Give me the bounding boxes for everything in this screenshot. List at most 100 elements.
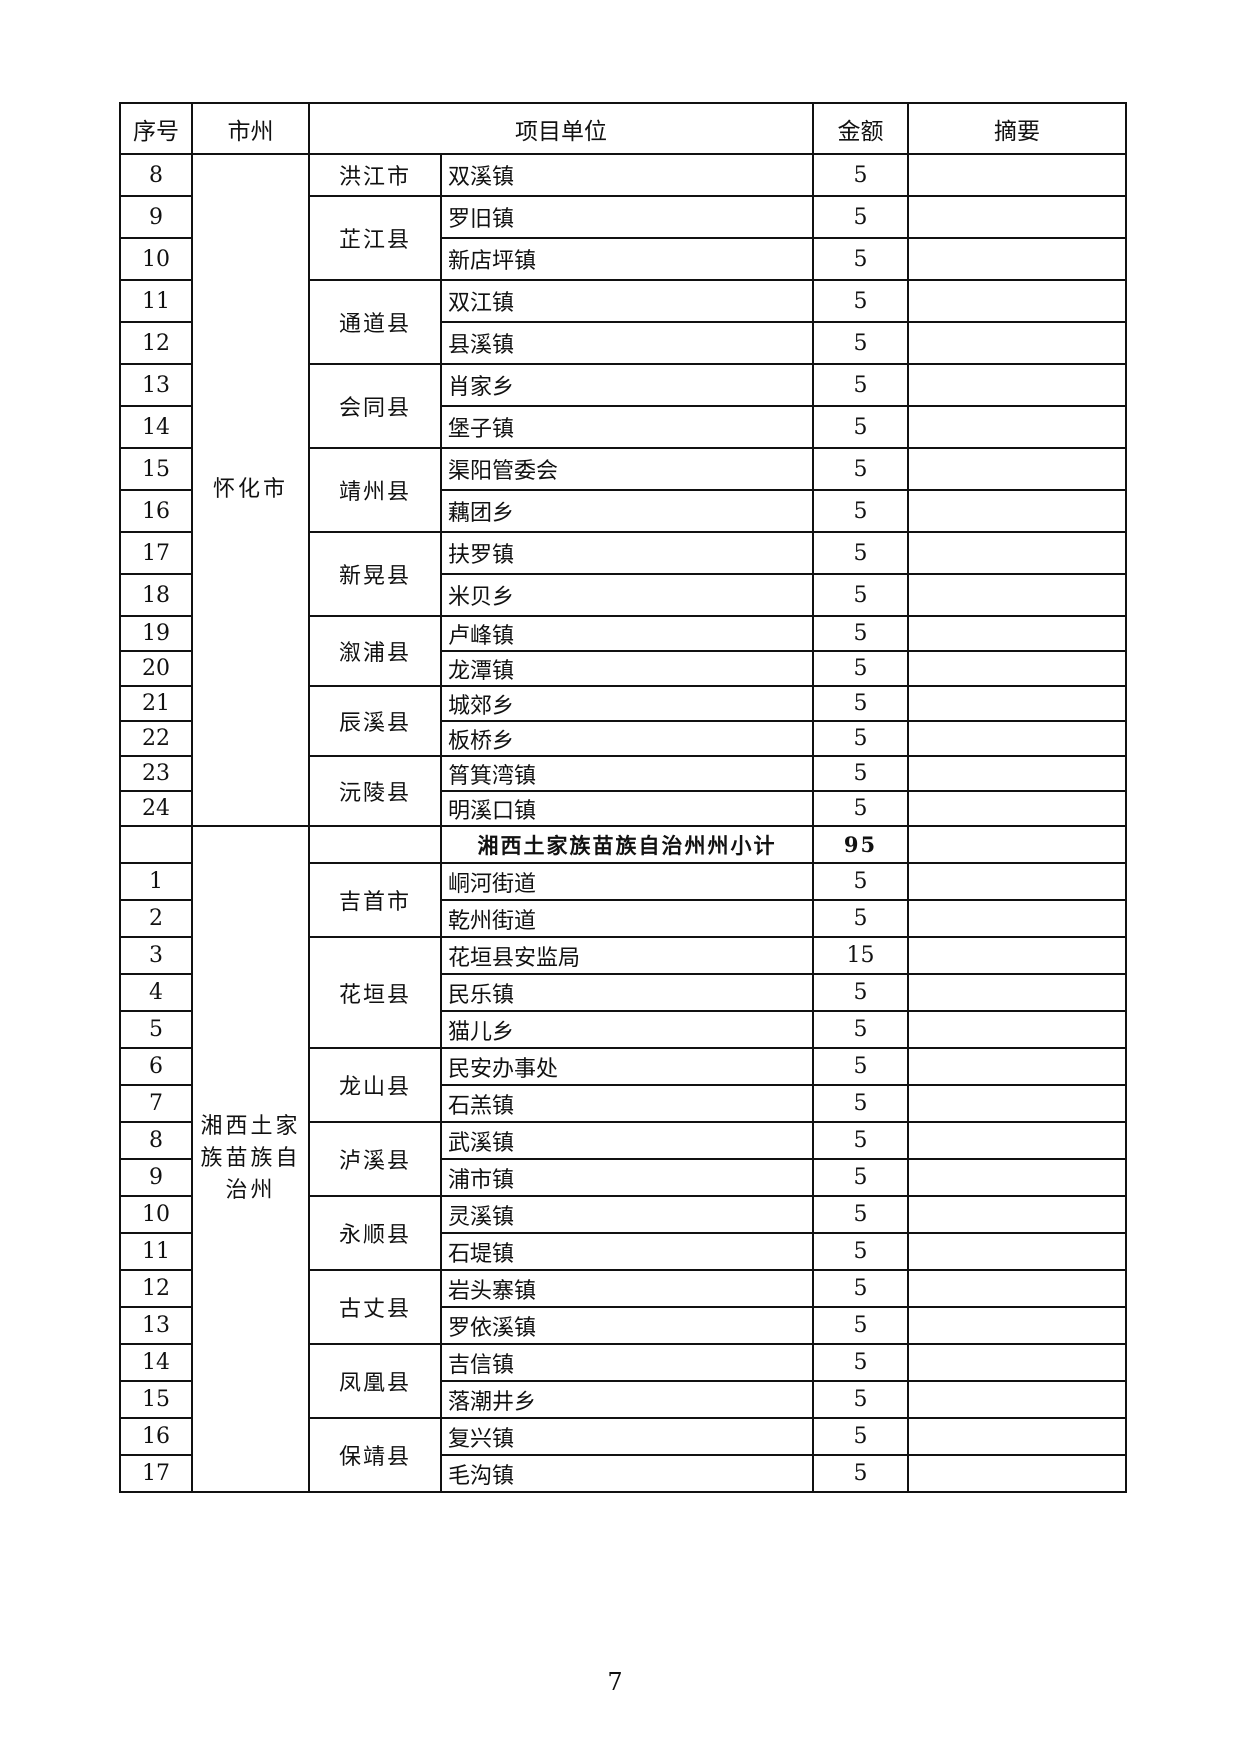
unit-cell: 岩头寨镇 <box>440 1269 814 1308</box>
county-cell: 沅陵县 <box>308 755 442 827</box>
seq-cell: 23 <box>119 755 193 792</box>
table-row: 4 民乐镇 5 <box>119 973 1127 1012</box>
table-row: 8 泸溪县 武溪镇 5 <box>119 1121 1127 1197</box>
seq-cell: 16 <box>119 489 193 533</box>
seq-cell: 22 <box>119 720 193 757</box>
amount-cell: 5 <box>812 279 909 323</box>
remark-cell <box>907 447 1127 491</box>
unit-cell: 扶罗镇 <box>440 531 814 575</box>
seq-cell: 8 <box>119 153 193 197</box>
seq-cell: 18 <box>119 573 193 617</box>
county-cell: 龙山县 <box>308 1047 442 1123</box>
seq-cell: 2 <box>119 899 193 938</box>
remark-cell <box>907 1195 1127 1234</box>
table-row: 17 毛沟镇 5 <box>119 1454 1127 1493</box>
county-cell: 花垣县 <box>308 936 442 1049</box>
county-cell: 凤凰县 <box>308 1343 442 1419</box>
table-row: 19 溆浦县 卢峰镇 5 <box>119 615 1127 687</box>
table-row: 16 保靖县 复兴镇 5 <box>119 1417 1127 1493</box>
remark-cell <box>907 195 1127 239</box>
table-row: 15 靖州县 渠阳管委会 5 <box>119 447 1127 533</box>
table-row: 7 石羔镇 5 <box>119 1084 1127 1123</box>
amount-cell: 5 <box>812 1158 909 1197</box>
remark-cell <box>907 685 1127 722</box>
unit-cell: 毛沟镇 <box>440 1454 814 1493</box>
table-row: 13 会同县 肖家乡 5 <box>119 363 1127 449</box>
seq-cell: 15 <box>119 1380 193 1419</box>
county-cell: 会同县 <box>308 363 442 449</box>
amount-cell: 5 <box>812 195 909 239</box>
amount-cell: 5 <box>812 405 909 449</box>
table-row: 2 乾州街道 5 <box>119 899 1127 938</box>
remark-cell <box>907 1047 1127 1086</box>
table-row: 12 县溪镇 5 <box>119 321 1127 365</box>
amount-cell: 15 <box>812 936 909 975</box>
remark-cell <box>907 531 1127 575</box>
unit-cell: 浦市镇 <box>440 1158 814 1197</box>
seq-cell: 9 <box>119 1158 193 1197</box>
remark-cell <box>907 615 1127 652</box>
remark-cell <box>907 1417 1127 1456</box>
unit-cell: 峒河街道 <box>440 862 814 901</box>
county-cell: 通道县 <box>308 279 442 365</box>
seq-cell: 5 <box>119 1010 193 1049</box>
table-row: 10 永顺县 灵溪镇 5 <box>119 1195 1127 1271</box>
county-cell: 新晃县 <box>308 531 442 617</box>
seq-cell: 16 <box>119 1417 193 1456</box>
unit-cell: 复兴镇 <box>440 1417 814 1456</box>
seq-cell: 17 <box>119 531 193 575</box>
table-row: 17 新晃县 扶罗镇 5 <box>119 531 1127 617</box>
county-cell: 靖州县 <box>308 447 442 533</box>
remark-cell <box>907 1010 1127 1049</box>
seq-cell: 19 <box>119 615 193 652</box>
seq-cell: 15 <box>119 447 193 491</box>
table-row: 14 凤凰县 吉信镇 5 <box>119 1343 1127 1419</box>
county-cell: 泸溪县 <box>308 1121 442 1197</box>
amount-cell: 5 <box>812 720 909 757</box>
table-row: 9 浦市镇 5 <box>119 1158 1127 1197</box>
remark-cell <box>907 973 1127 1012</box>
amount-cell: 5 <box>812 685 909 722</box>
remark-cell <box>907 573 1127 617</box>
seq-cell: 7 <box>119 1084 193 1123</box>
seq-cell: 10 <box>119 1195 193 1234</box>
county-cell: 辰溪县 <box>308 685 442 757</box>
table-row: 3 花垣县 花垣县安监局 15 <box>119 936 1127 1049</box>
seq-cell: 13 <box>119 1306 193 1345</box>
unit-cell: 民安办事处 <box>440 1047 814 1086</box>
seq-cell: 17 <box>119 1454 193 1493</box>
table-row: 8 怀化市 洪江市 双溪镇 5 <box>119 153 1127 827</box>
amount-cell: 5 <box>812 650 909 687</box>
seq-cell: 8 <box>119 1121 193 1160</box>
amount-cell: 5 <box>812 1232 909 1271</box>
remark-cell <box>907 1084 1127 1123</box>
header-amount: 金额 <box>812 102 909 155</box>
unit-cell: 罗旧镇 <box>440 195 814 239</box>
header-city: 市州 <box>191 102 310 155</box>
table-row: 24 明溪口镇 5 <box>119 790 1127 827</box>
table-row: 20 龙潭镇 5 <box>119 650 1127 687</box>
unit-cell: 县溪镇 <box>440 321 814 365</box>
seq-cell: 4 <box>119 973 193 1012</box>
remark-cell <box>907 936 1127 975</box>
county-cell: 吉首市 <box>308 862 442 938</box>
seq-cell: 9 <box>119 195 193 239</box>
seq-cell: 14 <box>119 1343 193 1382</box>
county-cell: 古丈县 <box>308 1269 442 1345</box>
seq-cell: 14 <box>119 405 193 449</box>
unit-cell: 罗依溪镇 <box>440 1306 814 1345</box>
amount-cell: 5 <box>812 862 909 901</box>
table-row: 13 罗依溪镇 5 <box>119 1306 1127 1345</box>
remark-cell <box>907 720 1127 757</box>
amount-cell: 5 <box>812 573 909 617</box>
unit-cell: 双溪镇 <box>440 153 814 197</box>
unit-cell: 筲箕湾镇 <box>440 755 814 792</box>
subtotal-amount: 95 <box>812 825 909 864</box>
header-seq: 序号 <box>119 102 193 155</box>
seq-cell: 11 <box>119 279 193 323</box>
amount-cell: 5 <box>812 1380 909 1419</box>
remark-cell <box>907 237 1127 281</box>
table-row: 16 藕团乡 5 <box>119 489 1127 533</box>
amount-cell: 5 <box>812 790 909 827</box>
remark-cell <box>907 790 1127 827</box>
